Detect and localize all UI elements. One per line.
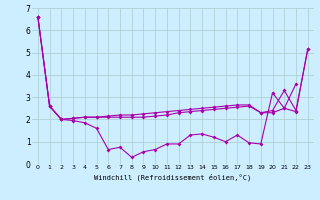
X-axis label: Windchill (Refroidissement éolien,°C): Windchill (Refroidissement éolien,°C) [94, 173, 252, 181]
